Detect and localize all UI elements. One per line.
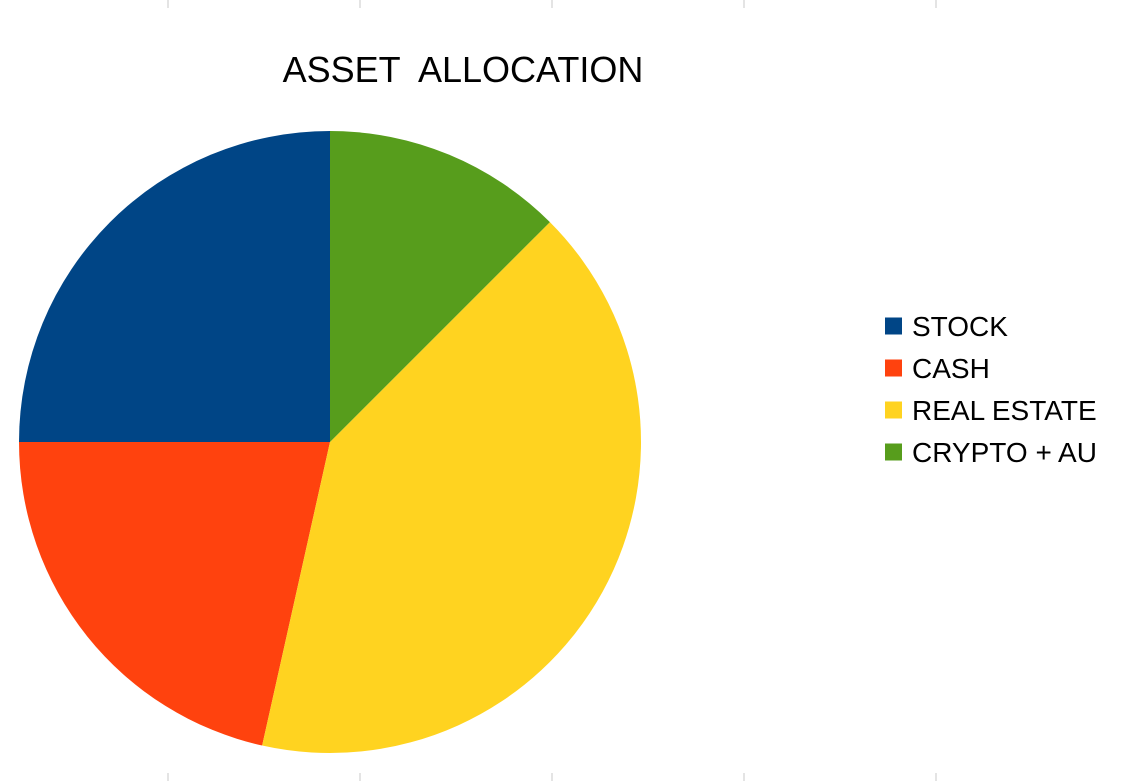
pie-slice-cash <box>19 442 330 746</box>
pie-slice-crypto-au <box>330 131 550 442</box>
frame-ticks <box>167 0 937 781</box>
pie-slice-real-estate <box>262 222 641 753</box>
chart-title: ASSET ALLOCATION <box>283 49 644 90</box>
legend-swatch-crypto-au <box>885 443 902 461</box>
legend-label-crypto-au: CRYPTO + AU <box>912 437 1097 468</box>
legend-label-stock: STOCK <box>912 311 1008 342</box>
legend-swatch-stock <box>885 317 902 335</box>
legend: STOCK CASH REAL ESTATE CRYPTO + AU <box>885 311 1097 468</box>
pie <box>19 131 641 753</box>
legend-label-cash: CASH <box>912 353 990 384</box>
legend-label-real-estate: REAL ESTATE <box>912 395 1097 426</box>
pie-slice-stock <box>19 131 330 442</box>
legend-swatch-cash <box>885 359 902 377</box>
legend-swatch-real-estate <box>885 401 902 419</box>
